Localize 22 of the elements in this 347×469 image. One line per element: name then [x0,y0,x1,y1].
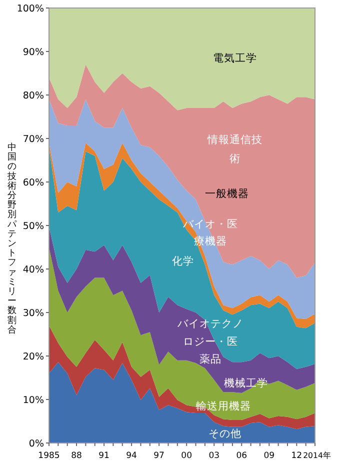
y-tick-label: 20% [22,352,44,362]
x-tick-label: 12 [291,451,302,461]
x-tick-label: 91 [98,451,110,461]
y-tick-label: 60% [22,178,44,188]
y-tick-label: 40% [22,264,44,276]
x-tick-label: 1985 [38,451,60,461]
x-tick-label: 09 [264,451,275,461]
y-tick-label: 0% [28,438,44,450]
y-axis-title: 中国の技術分野別パテントファミリー数割合 [8,143,16,336]
y-tick-label: 90% [22,47,44,58]
y-tick-label: 30% [22,308,44,319]
x-tick-label: 03 [208,451,220,461]
y-tick-label: 50% [22,221,44,232]
x-tick-label: 06 [236,451,248,461]
x-tick-label: 97 [154,451,164,461]
x-tick-label: 00 [181,451,192,461]
x-tick-label: 88 [71,451,82,461]
y-tick-label: 10% [22,395,44,406]
y-tick-label: 70% [22,134,44,145]
x-tick-label: 94 [126,451,137,461]
y-tick-label: 100% [16,4,44,14]
y-tick-label: 80% [22,90,44,102]
